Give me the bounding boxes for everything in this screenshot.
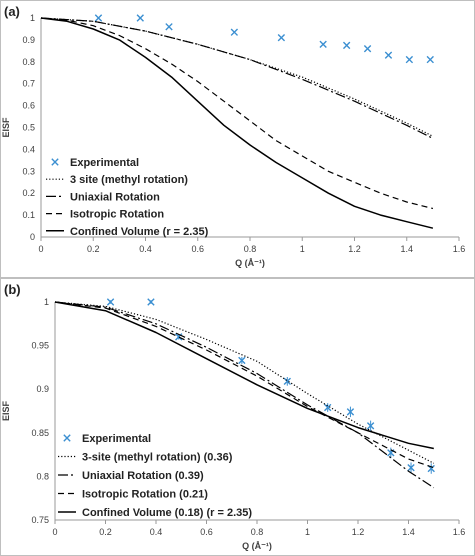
- chart-a-legend: Experimental 3 site (methyl rotation) Unia…: [46, 157, 209, 238]
- chart-b-x-tick-label: 0.6: [200, 527, 213, 537]
- chart-a-x-tick-label: 0.2: [87, 244, 100, 254]
- chart-a-x-tick-label: 0.4: [139, 244, 152, 254]
- chart-a-x-tick-label: 1.4: [400, 244, 413, 254]
- chart-b-x-tick-label: 1.2: [352, 527, 365, 537]
- chart-b-series-experimental: [106, 298, 435, 474]
- chart-a-data-point: [405, 55, 414, 64]
- chart-a-y-tick-label: 0.5: [22, 123, 35, 133]
- chart-b-series-line-2: [54, 301, 435, 489]
- chart-a-data-point: [363, 44, 372, 53]
- chart-b-series-line-1: [54, 301, 435, 464]
- chart-b-data-point: [147, 298, 155, 306]
- chart-b-y-tick-label: 0.95: [31, 341, 49, 351]
- chart-a-data-point: [94, 14, 103, 22]
- chart-b-x-tick-label: 0.8: [251, 527, 264, 537]
- chart-b-y-tick-label: 0.9: [36, 384, 49, 394]
- chart-a-series-line-4: [40, 17, 434, 229]
- chart-a-x-tick-label: 0.8: [244, 244, 257, 254]
- chart-a-x-label: Q (Å⁻¹): [235, 258, 265, 268]
- chart-a-data-point: [277, 34, 286, 42]
- chart-b-legend-label: Uniaxial Rotation (0.39): [82, 470, 204, 482]
- chart-b-legend: Experimental 3-site (methyl rotation) (0.…: [58, 433, 252, 519]
- chart-b-legend-marker: [63, 434, 71, 442]
- chart-a-legend-marker: [51, 158, 59, 166]
- chart-a-legend-label: Uniaxial Rotation: [70, 191, 160, 203]
- chart-a-y-tick-label: 0.7: [22, 79, 35, 89]
- chart-a-series-line-3: [40, 17, 434, 210]
- chart-a-y-label: EISF: [1, 117, 11, 138]
- chart-a-y-tick-label: 0.2: [22, 188, 35, 198]
- chart-b-x-tick-label: 0.2: [99, 527, 112, 537]
- chart-a-legend-label: Experimental: [70, 157, 139, 169]
- chart-b-data-point: [407, 463, 415, 472]
- chart-a-data-point: [384, 51, 393, 59]
- chart-a-x-tick-label: 0.6: [191, 244, 204, 254]
- chart-b-y-tick-label: 0.75: [31, 515, 49, 525]
- chart-a-series-experimental: [94, 14, 434, 64]
- chart-b-x-tick-label: 0.4: [150, 527, 163, 537]
- chart-b-y-tick-label: 1: [44, 297, 49, 307]
- chart-a-legend-label: Confined Volume (r = 2.35): [70, 226, 209, 238]
- chart-a-data-point: [342, 41, 351, 50]
- chart-b-legend-label: Confined Volume (0.18) (r = 2.35): [82, 507, 252, 519]
- chart-a-y-tick-label: 0.9: [22, 35, 35, 45]
- chart-b-data-point: [346, 408, 355, 416]
- chart-a-x-tick-label: 1.6: [453, 244, 466, 254]
- panel-a: (a) 0 0.2 0.4 0.6 0.8 1 1.2 1.4 1.6 0 0.1 0.2 0.3 0.4…: [0, 0, 475, 278]
- chart-b-x-tick-label: 1.6: [453, 527, 466, 537]
- chart-b-data-point: [106, 298, 115, 306]
- chart-a-data-point: [426, 55, 434, 64]
- chart-b-y-label: EISF: [1, 401, 11, 422]
- chart-b-x-tick-label: 0: [52, 527, 57, 537]
- chart-a-y-tick-label: 0.8: [22, 57, 35, 67]
- chart-b-data-point: [283, 377, 291, 386]
- chart-b-legend-label: Experimental: [82, 433, 151, 445]
- panel-b: (b) 0 0.2 0.4 0.6 0.8 1 1.2 1.4 1.6 0.75 0.8 0.85 0.…: [0, 278, 475, 556]
- chart-a-series-line-2: [40, 17, 434, 139]
- chart-b-y-tick-label: 0.8: [36, 471, 49, 481]
- chart-a-data-point: [230, 28, 239, 36]
- chart-a-x-tick-label: 0: [38, 244, 43, 254]
- chart-b-series-line-3: [54, 301, 434, 469]
- chart-a-legend-label: 3 site (methyl rotation): [70, 174, 188, 186]
- chart-a-y-tick-label: 0: [30, 232, 35, 242]
- chart-a-y-tick-label: 1: [30, 13, 35, 23]
- chart-b-data-point: [238, 356, 246, 365]
- chart-a-data-point: [165, 23, 173, 31]
- chart-b-x-tick-label: 1: [305, 527, 310, 537]
- panel-a-tag: (a): [4, 4, 20, 19]
- chart-a-x-tick-label: 1: [300, 244, 305, 254]
- chart-b-x-tick-label: 1.4: [402, 527, 415, 537]
- chart-a-data-point: [319, 40, 327, 48]
- chart-b-data-point: [366, 422, 375, 430]
- chart-a-data-point: [136, 14, 144, 22]
- chart-b: 0 0.2 0.4 0.6 0.8 1 1.2 1.4 1.6 0.75 0.8 0.85 0.9 0.9…: [0, 278, 475, 556]
- chart-b-legend-label: Isotropic Rotation (0.21): [82, 489, 208, 501]
- chart-a-x-tick-label: 1.2: [348, 244, 361, 254]
- chart-b-data-point: [324, 403, 332, 412]
- chart-b-series-line-4: [54, 301, 434, 450]
- chart-a-y-tick-label: 0.4: [22, 144, 35, 154]
- panel-b-tag: (b): [4, 282, 21, 297]
- chart-a-y-tick-label: 0.6: [22, 101, 35, 111]
- chart-b-y-tick-label: 0.85: [31, 428, 49, 438]
- chart-a-y-tick-label: 0.3: [22, 166, 35, 176]
- chart-a-legend-label: Isotropic Rotation: [70, 209, 164, 221]
- chart-b-legend-label: 3-site (methyl rotation) (0.36): [82, 452, 233, 464]
- chart-b-x-label: Q (Å⁻¹): [242, 541, 272, 551]
- chart-a: 0 0.2 0.4 0.6 0.8 1 1.2 1.4 1.6 0 0.1 0.2 0.3 0.4 0.5 0…: [0, 0, 475, 278]
- chart-a-y-tick-label: 0.1: [22, 210, 35, 220]
